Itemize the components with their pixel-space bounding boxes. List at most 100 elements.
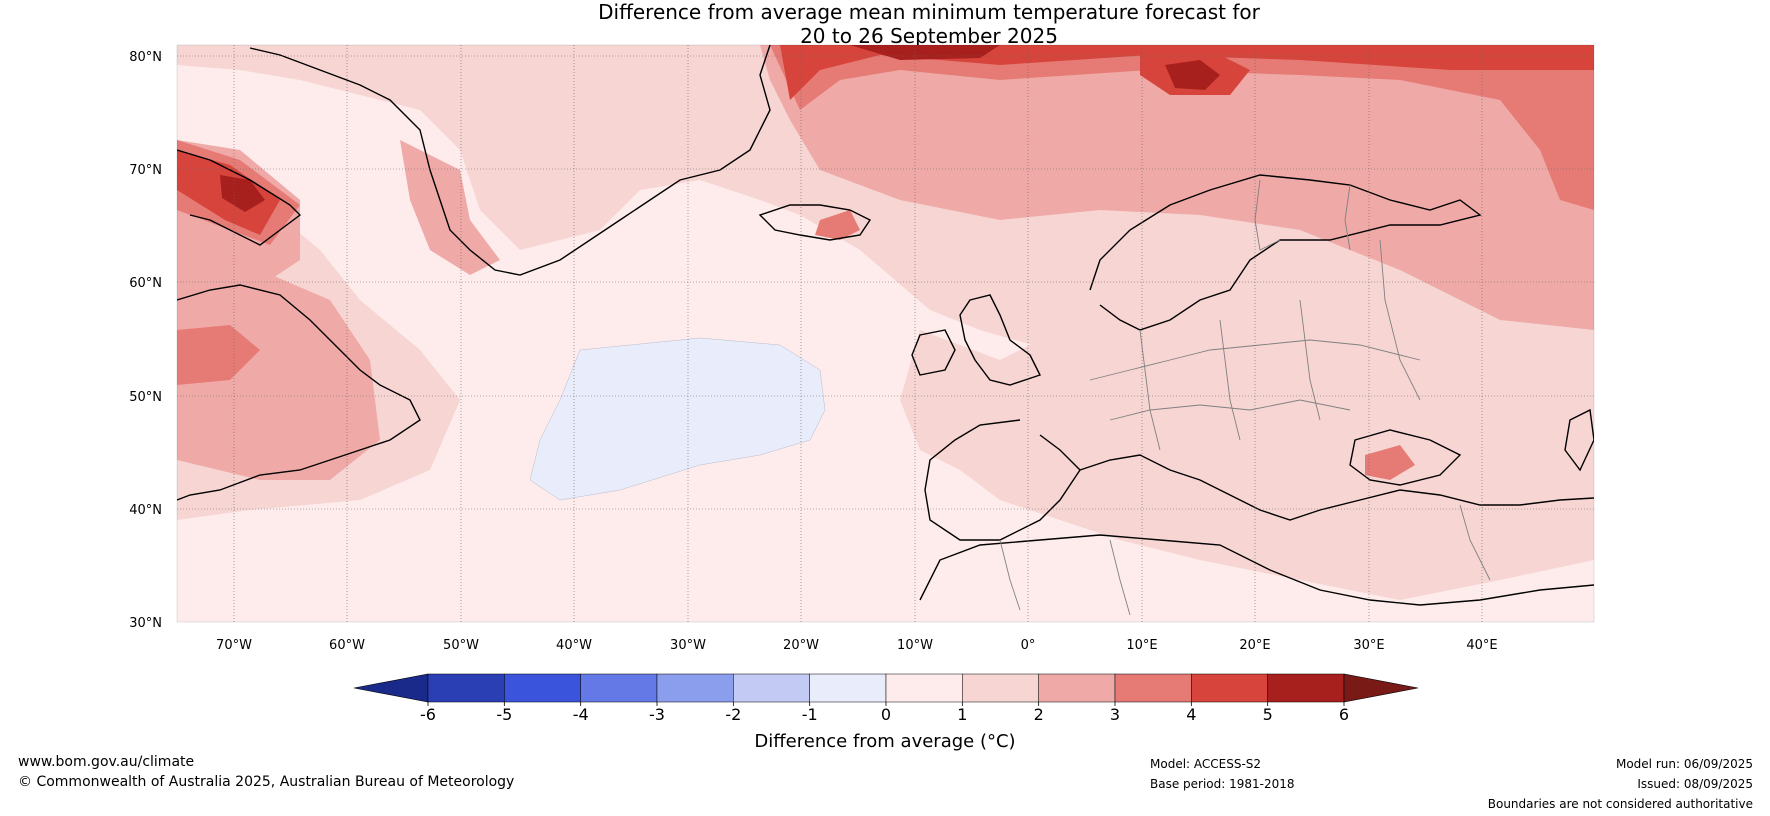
colorbar-tick-label: 4 <box>1186 705 1196 724</box>
colorbar-segment <box>1267 673 1345 703</box>
lon-label: 40°W <box>556 638 592 653</box>
model-run-date: Model run: 06/09/2025 <box>1615 757 1753 771</box>
lon-label: 10°E <box>1126 638 1157 653</box>
forecast-map: 80°N70°N60°N50°N40°N30°N 70°W 60°W 50°W 40°… <box>129 44 1595 752</box>
anomaly-band-2-3-greenland-east <box>400 140 500 275</box>
lat-label: 50°N <box>129 390 162 405</box>
caspian-coast <box>1564 408 1594 472</box>
colorbar-tick-label: 0 <box>881 705 891 724</box>
lon-label: 20°E <box>1239 638 1270 653</box>
border-europe-2 <box>1109 399 1351 421</box>
lon-label: 10°W <box>897 638 933 653</box>
issued-date: Issued: 08/09/2025 <box>1637 777 1753 791</box>
british-isles-coast <box>959 294 1041 386</box>
lat-label: 40°N <box>129 503 162 518</box>
lon-label: 50°W <box>443 638 479 653</box>
colorbar-tick-label: -3 <box>649 705 665 724</box>
iceland-coast <box>758 204 872 241</box>
map-title: Difference from average mean minimum tem… <box>225 0 1633 48</box>
map-frame <box>176 44 1595 623</box>
anomaly-band-5-6-svalbard <box>1165 60 1220 90</box>
longitude-labels: 70°W 60°W 50°W 40°W 30°W 20°W 10°W 0° 10°E 20°E 30… <box>216 638 1498 653</box>
colorbar-tick-label: 5 <box>1263 705 1273 724</box>
gridlines <box>177 45 1594 622</box>
lon-label: 40°E <box>1466 638 1497 653</box>
anomaly-band-3-4-labrador <box>177 325 260 385</box>
lon-label: 30°W <box>670 638 706 653</box>
anomaly-band-5-6-north <box>850 45 1000 60</box>
copyright-text: © Commonwealth of Australia 2025, Austra… <box>18 774 515 790</box>
lat-label: 70°N <box>129 163 162 178</box>
border-north-africa-2 <box>1109 539 1131 616</box>
lon-label: 20°W <box>783 638 819 653</box>
mediterranean-north-coast <box>1079 454 1594 521</box>
border-europe-6 <box>1379 239 1421 401</box>
colorbar-extension-low <box>353 673 429 703</box>
base-period: Base period: 1981-2018 <box>1150 777 1295 791</box>
ireland-coast <box>911 329 956 376</box>
colorbar-tick-label: 1 <box>957 705 967 724</box>
website-link[interactable]: www.bom.gov.au/climate <box>18 754 195 770</box>
colorbar-tick-label: -5 <box>496 705 512 724</box>
colorbar-title: Difference from average (°C) <box>754 731 1015 752</box>
border-middle-east <box>1459 504 1491 581</box>
title-line-2: 20 to 26 September 2025 <box>800 24 1058 48</box>
anomaly-band-3-4-black-sea <box>1365 445 1415 480</box>
border-north-africa <box>999 539 1021 611</box>
colorbar-segment <box>809 673 887 703</box>
border-finland <box>1344 184 1351 251</box>
anomaly-band-neg1-0-atlantic <box>529 337 826 501</box>
border-europe-5 <box>1299 299 1321 421</box>
coastlines <box>177 45 1594 606</box>
lat-label: 30°N <box>129 616 162 631</box>
colorbar-tick-label: -1 <box>802 705 818 724</box>
boundaries-disclaimer: Boundaries are not considered authoritat… <box>1487 797 1753 811</box>
colorbar-segment <box>1191 673 1268 703</box>
baffin-coast <box>177 149 302 246</box>
colorbar-tick-label: -4 <box>573 705 589 724</box>
footer-left: www.bom.gov.au/climate © Commonwealth of… <box>18 752 514 792</box>
colorbar-segment <box>885 673 963 703</box>
lon-label: 30°E <box>1353 638 1384 653</box>
border-europe-3 <box>1139 329 1161 451</box>
scandinavia-coast <box>1089 174 1482 331</box>
lat-label: 80°N <box>129 50 162 65</box>
anomaly-band-5-6-baffin <box>220 175 265 212</box>
colorbar: -6 -5 -4 -3 -2 -1 0 1 2 3 4 5 6 <box>353 673 1419 724</box>
country-borders <box>999 179 1491 616</box>
lat-label: 60°N <box>129 276 162 291</box>
colorbar-segment <box>1038 673 1116 703</box>
map-field <box>177 45 1594 622</box>
colorbar-segment <box>733 673 810 703</box>
colorbar-segment <box>1114 673 1192 703</box>
north-africa-coast <box>919 534 1594 606</box>
border-scandinavia <box>1254 179 1281 251</box>
border-europe-4 <box>1219 319 1241 441</box>
colorbar-segment <box>504 673 581 703</box>
colorbar-tick-label: -2 <box>725 705 741 724</box>
colorbar-tick-label: 2 <box>1034 705 1044 724</box>
lon-label: 60°W <box>329 638 365 653</box>
colorbar-tick-label: 3 <box>1110 705 1120 724</box>
colorbar-segment <box>656 673 734 703</box>
colorbar-extension-high <box>1343 673 1419 703</box>
anomaly-band-4-5-arctic <box>780 45 1594 100</box>
colorbar-segment <box>427 673 505 703</box>
lon-label: 70°W <box>216 638 252 653</box>
greenland-coast <box>249 45 771 276</box>
colorbar-segment <box>580 673 658 703</box>
lon-label: 0° <box>1021 638 1036 653</box>
colorbar-tick-label: -6 <box>420 705 436 724</box>
model-name: Model: ACCESS-S2 <box>1150 757 1262 771</box>
footer-model-info: Model: ACCESS-S2 Base period: 1981-2018 <box>1150 754 1295 794</box>
anomaly-band-1-2-europe <box>900 310 1594 600</box>
border-europe-1 <box>1089 339 1421 381</box>
latitude-labels: 80°N 70°N 60°N 50°N 40°N 30°N <box>129 50 162 631</box>
labrador-coast <box>177 284 421 501</box>
colorbar-segment <box>962 673 1039 703</box>
title-line-1: Difference from average mean minimum tem… <box>598 0 1260 24</box>
black-sea-coast <box>1349 429 1462 486</box>
footer-run-info: Model run: 06/09/2025 Issued: 08/09/2025… <box>1333 754 1753 814</box>
anomaly-band-2-3-newfoundland <box>177 270 380 480</box>
anomaly-band-3-4-iceland <box>815 210 860 240</box>
